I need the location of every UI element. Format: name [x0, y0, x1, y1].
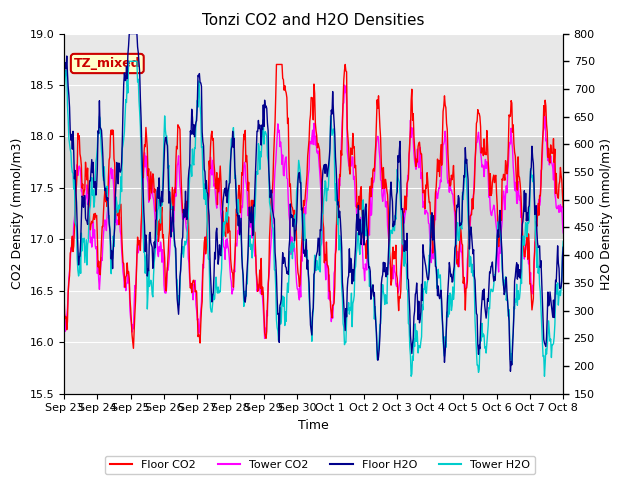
Bar — [64, 136, 563, 240]
Text: TZ_mixed: TZ_mixed — [74, 57, 141, 70]
Title: Tonzi CO2 and H2O Densities: Tonzi CO2 and H2O Densities — [202, 13, 425, 28]
X-axis label: Time: Time — [298, 419, 329, 432]
Legend: Floor CO2, Tower CO2, Floor H2O, Tower H2O: Floor CO2, Tower CO2, Floor H2O, Tower H… — [105, 456, 535, 474]
Y-axis label: H2O Density (mmol/m3): H2O Density (mmol/m3) — [600, 138, 613, 289]
Y-axis label: CO2 Density (mmol/m3): CO2 Density (mmol/m3) — [11, 138, 24, 289]
